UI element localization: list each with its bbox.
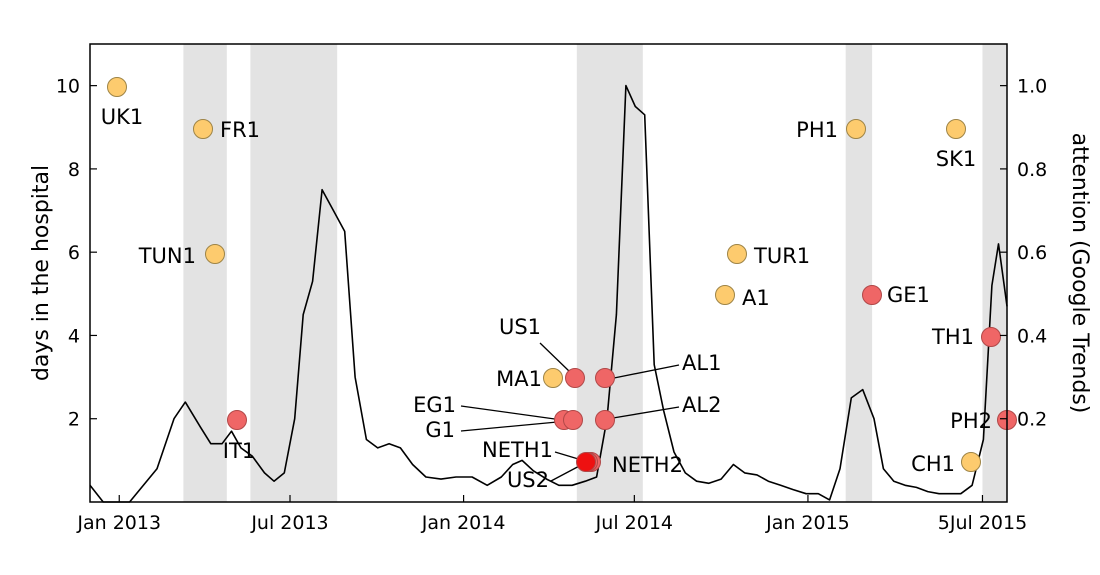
attention-line bbox=[89, 84, 1008, 503]
point-a1 bbox=[715, 285, 735, 305]
point-us2 bbox=[576, 452, 596, 472]
point-label-ph2: PH2 bbox=[950, 409, 992, 433]
x-tick-label: Jul 2013 bbox=[250, 512, 328, 534]
y-tick-label: 6 bbox=[68, 242, 80, 264]
point-label-th1: TH1 bbox=[931, 325, 974, 349]
point-fr1 bbox=[193, 119, 213, 139]
plot-frame bbox=[89, 43, 1008, 503]
attention-line-layer bbox=[89, 84, 1008, 503]
shaded-period-3 bbox=[576, 44, 643, 502]
x-tick-label: Jan 2015 bbox=[765, 512, 850, 534]
y-tick-label: 8 bbox=[68, 159, 80, 181]
shaded-periods bbox=[183, 44, 1007, 502]
point-us1 bbox=[565, 368, 585, 388]
x-tick-label: Jan 2014 bbox=[421, 512, 506, 534]
point-tun1 bbox=[205, 244, 225, 264]
point-label-us2: US2 bbox=[507, 468, 549, 492]
point-label-uk1: UK1 bbox=[101, 105, 144, 129]
point-label-it1: IT1 bbox=[223, 439, 255, 463]
point-label-tur1: TUR1 bbox=[753, 244, 810, 268]
y2-axis-label: attention (Google Trends) bbox=[1067, 133, 1092, 414]
point-al1 bbox=[595, 368, 615, 388]
point-label-us1: US1 bbox=[499, 315, 541, 339]
point-al2 bbox=[595, 410, 615, 430]
point-label-al1: AL1 bbox=[682, 351, 721, 375]
leader-us1 bbox=[539, 342, 571, 373]
x-tick-label: Jan 2013 bbox=[76, 512, 161, 534]
point-ph1 bbox=[846, 119, 866, 139]
point-label-g1: G1 bbox=[425, 418, 455, 442]
y2-tick-label: 0.2 bbox=[1017, 409, 1047, 431]
point-ch1 bbox=[961, 452, 981, 472]
y-axis-label: days in the hospital bbox=[29, 165, 54, 381]
point-th1 bbox=[981, 327, 1001, 347]
shaded-period-2 bbox=[250, 44, 338, 502]
point-label-fr1: FR1 bbox=[220, 118, 260, 142]
leader-eg1 bbox=[460, 405, 563, 421]
y2-tick-label: 0.8 bbox=[1017, 159, 1047, 181]
y2-tick-label: 1.0 bbox=[1017, 76, 1047, 98]
point-uk1 bbox=[107, 77, 127, 97]
point-it1 bbox=[227, 410, 247, 430]
point-label-neth1: NETH1 bbox=[482, 438, 553, 462]
point-ma1 bbox=[543, 368, 563, 388]
shaded-period-4 bbox=[845, 44, 873, 502]
axis-ticks: Jan 2013 Jul 2013 Jan 2014 Jul 2014 Jan 2015… bbox=[56, 76, 1047, 534]
point-g1 bbox=[563, 410, 583, 430]
y-tick-label: 4 bbox=[68, 325, 80, 347]
leader-al1 bbox=[613, 364, 680, 379]
point-tur1 bbox=[727, 244, 747, 264]
y-tick-label: 10 bbox=[56, 76, 80, 98]
leader-g1 bbox=[460, 420, 569, 432]
point-label-al2: AL2 bbox=[682, 393, 721, 417]
data-points bbox=[107, 77, 1017, 472]
point-label-ph1: PH1 bbox=[796, 118, 838, 142]
shaded-period-5 bbox=[982, 44, 1007, 502]
x-tick-label: 5Jul 2015 bbox=[938, 512, 1027, 534]
point-label-tun1: TUN1 bbox=[138, 244, 196, 268]
point-label-eg1: EG1 bbox=[413, 393, 456, 417]
y2-tick-label: 0.4 bbox=[1017, 325, 1047, 347]
point-label-sk1: SK1 bbox=[936, 147, 976, 171]
point-label-ge1: GE1 bbox=[887, 283, 930, 307]
point-label-a1: A1 bbox=[742, 286, 770, 310]
point-label-ch1: CH1 bbox=[911, 452, 955, 476]
point-sk1 bbox=[946, 119, 966, 139]
point-ge1 bbox=[862, 285, 882, 305]
point-label-neth2: NETH2 bbox=[612, 453, 683, 477]
y-tick-label: 2 bbox=[68, 409, 80, 431]
leader-al2 bbox=[612, 406, 680, 419]
x-tick-label: Jul 2014 bbox=[595, 512, 673, 534]
point-label-ma1: MA1 bbox=[496, 367, 542, 391]
y2-tick-label: 0.6 bbox=[1017, 242, 1047, 264]
